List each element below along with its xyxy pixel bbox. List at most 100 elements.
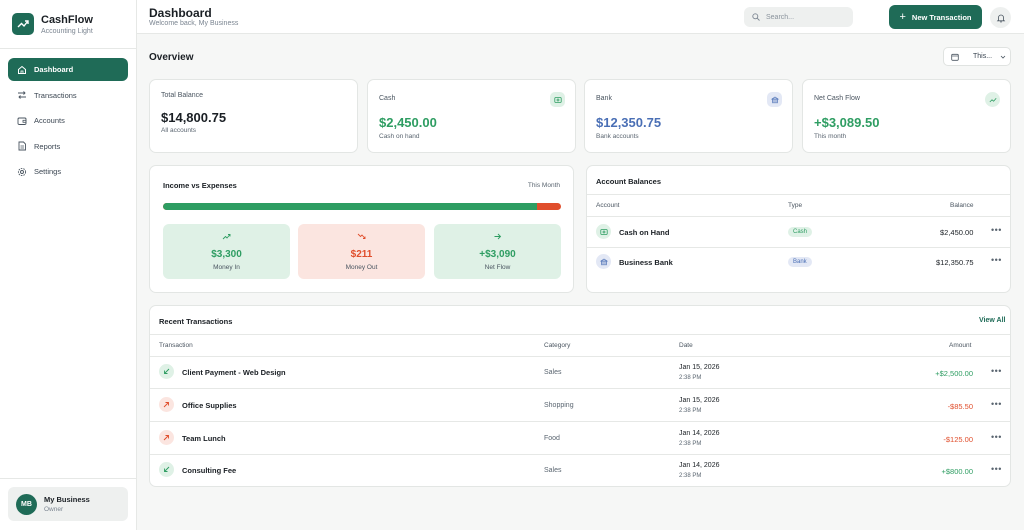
more-icon[interactable]: ••• xyxy=(991,255,1002,265)
calendar-icon xyxy=(951,53,959,61)
sidebar-item-label: Transactions xyxy=(34,90,77,100)
sidebar-item-reports[interactable]: Reports xyxy=(8,135,128,158)
stat-label: Bank xyxy=(596,95,612,102)
new-transaction-label: New Transaction xyxy=(911,12,972,22)
divider xyxy=(150,421,1010,422)
stat-value: $12,350.75 xyxy=(596,115,662,130)
view-all-link[interactable]: View All xyxy=(979,317,1006,324)
search-placeholder: Search... xyxy=(766,13,795,21)
transaction-name: Consulting Fee xyxy=(182,466,237,475)
income-expense-bar xyxy=(163,203,561,210)
transaction-date: Jan 14, 2026 xyxy=(679,462,720,469)
trending-up-icon xyxy=(985,92,1000,107)
cash-icon xyxy=(596,224,611,239)
stat-sub: Cash on hand xyxy=(379,133,420,140)
divider xyxy=(587,194,1010,195)
money-in-value: $3,300 xyxy=(211,249,242,260)
stat-card-net-cash-flow: Net Cash Flow +$3,089.50 This month xyxy=(802,79,1011,153)
sidebar-item-label: Reports xyxy=(34,141,61,151)
gear-icon xyxy=(17,167,27,177)
sidebar-item-dashboard[interactable]: Dashboard xyxy=(8,58,128,81)
stat-label: Cash xyxy=(379,95,396,102)
more-icon[interactable]: ••• xyxy=(991,399,1002,409)
arrow-up-right-icon xyxy=(159,430,174,445)
net-flow-card: +$3,090 Net Flow xyxy=(434,224,561,279)
transaction-category: Shopping xyxy=(544,402,574,409)
search-input[interactable]: Search... xyxy=(744,7,853,27)
money-in-card: $3,300 Money In xyxy=(163,224,290,279)
transaction-date: Jan 15, 2026 xyxy=(679,364,720,371)
transaction-amount: +$800.00 xyxy=(941,467,974,476)
document-icon xyxy=(17,141,27,151)
home-icon xyxy=(17,65,27,75)
stat-card-cash: Cash $2,450.00 Cash on hand xyxy=(367,79,576,153)
divider xyxy=(150,356,1010,357)
col-header-balance: Balance xyxy=(950,202,974,209)
transaction-date: Jan 15, 2026 xyxy=(679,397,720,404)
panel-title: Recent Transactions xyxy=(159,317,233,326)
more-icon[interactable]: ••• xyxy=(991,366,1002,376)
recent-transactions-panel: Recent Transactions View All Transaction… xyxy=(149,305,1011,487)
transaction-date: Jan 14, 2026 xyxy=(679,430,720,437)
money-out-card: $211 Money Out xyxy=(298,224,425,279)
panel-period: This Month xyxy=(527,182,560,189)
sidebar-item-label: Settings xyxy=(34,167,62,177)
trending-down-icon xyxy=(298,232,425,241)
sidebar-item-settings[interactable]: Settings xyxy=(8,160,128,183)
bell-icon[interactable] xyxy=(990,7,1011,28)
account-name: Business Bank xyxy=(619,258,673,267)
sidebar-item-transactions[interactable]: Transactions xyxy=(8,84,128,107)
account-balance: $2,450.00 xyxy=(940,228,974,237)
sidebar-divider xyxy=(0,478,136,479)
transaction-category: Sales xyxy=(544,369,562,376)
transaction-time: 2:38 PM xyxy=(679,473,702,479)
more-icon[interactable]: ••• xyxy=(991,432,1002,442)
stat-sub: This month xyxy=(814,133,847,140)
arrow-down-left-icon xyxy=(159,462,174,477)
sidebar-nav: Dashboard Transactions Accounts Reports … xyxy=(0,49,136,195)
account-name: Cash on Hand xyxy=(619,228,670,237)
money-in-label: Money In xyxy=(213,264,240,271)
income-vs-expenses-panel: Income vs Expenses This Month $3,300 Mon… xyxy=(149,165,574,293)
plus-icon: + xyxy=(899,11,906,23)
transaction-time: 2:38 PM xyxy=(679,375,702,381)
transaction-name: Team Lunch xyxy=(182,434,226,443)
divider xyxy=(150,388,1010,389)
panel-title: Account Balances xyxy=(596,177,662,186)
chevron-down-icon xyxy=(1000,54,1006,60)
more-icon[interactable]: ••• xyxy=(991,464,1002,474)
stat-label: Net Cash Flow xyxy=(814,95,860,102)
income-bar-fill xyxy=(163,203,538,210)
sidebar-item-label: Dashboard xyxy=(34,65,74,74)
stat-card-bank: Bank $12,350.75 Bank accounts xyxy=(584,79,793,153)
brand[interactable]: CashFlow Accounting Light xyxy=(0,0,136,49)
col-header-category: Category xyxy=(544,342,571,349)
user-role: Owner xyxy=(44,506,64,513)
account-balances-panel: Account Balances Account Type Balance Ca… xyxy=(586,165,1011,293)
transaction-amount: -$125.00 xyxy=(943,435,973,444)
search-icon xyxy=(752,13,760,21)
user-card[interactable]: MB My Business Owner xyxy=(8,487,128,521)
sidebar-item-accounts[interactable]: Accounts xyxy=(8,109,128,132)
account-balance: $12,350.75 xyxy=(936,258,974,267)
transaction-time: 2:38 PM xyxy=(679,408,702,414)
trending-up-icon xyxy=(163,232,290,241)
account-type-badge: Cash xyxy=(788,227,813,237)
period-select[interactable]: This... xyxy=(943,47,1011,66)
new-transaction-button[interactable]: + New Transaction xyxy=(889,5,982,29)
bank-icon xyxy=(767,92,782,107)
more-icon[interactable]: ••• xyxy=(991,225,1002,235)
arrow-down-left-icon xyxy=(159,364,174,379)
col-header-transaction: Transaction xyxy=(159,342,193,349)
money-out-label: Money Out xyxy=(345,264,378,271)
divider xyxy=(150,454,1010,455)
trending-up-icon xyxy=(12,13,34,35)
arrows-icon xyxy=(17,90,27,100)
arrow-right-icon xyxy=(434,232,561,241)
wallet-icon xyxy=(17,116,27,126)
avatar: MB xyxy=(16,493,37,515)
brand-name: CashFlow xyxy=(41,13,93,26)
page-subtitle: Welcome back, My Business xyxy=(149,20,239,27)
net-flow-label: Net Flow xyxy=(484,264,511,271)
overview-title: Overview xyxy=(149,52,194,63)
